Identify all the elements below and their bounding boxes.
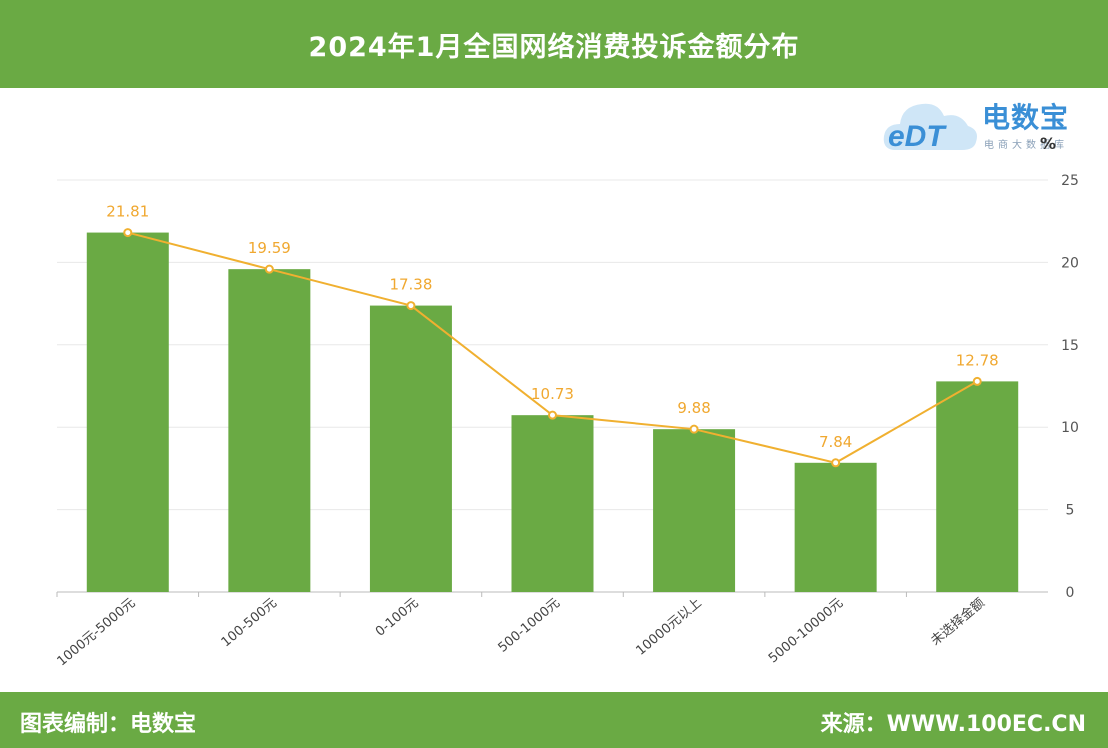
bar	[86, 232, 169, 592]
unit-label: %	[1040, 134, 1057, 153]
bar	[936, 381, 1019, 592]
data-label: 10.73	[531, 385, 574, 403]
x-category-label: 未选择金额	[928, 595, 988, 649]
logo: eDT 电数宝 电商大数据库	[882, 92, 1102, 158]
line-point	[831, 458, 841, 468]
line-point	[689, 424, 699, 434]
y-tick-label: 5	[1066, 503, 1075, 519]
page-title: 2024年1月全国网络消费投诉金额分布	[308, 31, 800, 63]
logo-name: 电数宝	[982, 101, 1070, 134]
bar	[653, 429, 736, 592]
x-category-label: 0-100元	[373, 596, 422, 640]
x-category-label: 100-500元	[219, 596, 280, 651]
x-category-label: 1000元-5000元	[55, 596, 139, 670]
data-label: 17.38	[389, 276, 432, 294]
y-tick-label: 10	[1061, 420, 1079, 436]
header-bar: 2024年1月全国网络消费投诉金额分布	[0, 0, 1108, 88]
bar	[369, 305, 452, 592]
data-label: 9.88	[677, 399, 710, 417]
footer-credit: 图表编制：电数宝	[20, 712, 197, 737]
x-category-label: 5000-10000元	[766, 596, 846, 667]
line-point	[548, 410, 557, 420]
bar	[511, 415, 594, 592]
line-point	[406, 301, 416, 311]
y-tick-label: 20	[1061, 255, 1079, 271]
line-point	[123, 228, 133, 238]
footer-bar: 图表编制：电数宝 来源：WWW.100EC.CN	[0, 692, 1108, 748]
y-tick-label: 15	[1061, 338, 1079, 354]
x-category-label: 10000元以上	[633, 596, 704, 659]
data-label: 21.81	[106, 203, 149, 221]
data-label: 19.59	[248, 239, 291, 257]
bar	[794, 462, 877, 592]
logo-subtitle: 电商大数据库	[984, 140, 1068, 151]
data-label: 7.84	[819, 433, 852, 451]
y-tick-label: 0	[1066, 585, 1075, 601]
footer-source: 来源：WWW.100EC.CN	[820, 712, 1086, 737]
line-point	[264, 264, 274, 274]
x-category-label: 500-1000元	[496, 596, 564, 656]
chart: 25 20 15 10 5 0 1000元-5000元 100-500元 0-100元 500-1…	[55, 173, 1079, 670]
bar	[228, 269, 311, 592]
line-point	[972, 376, 982, 386]
y-tick-label: 25	[1061, 173, 1079, 189]
cloud-logo-icon: eDT	[883, 103, 977, 153]
data-label: 12.78	[956, 351, 999, 369]
logo-mark: eDT	[888, 120, 947, 153]
